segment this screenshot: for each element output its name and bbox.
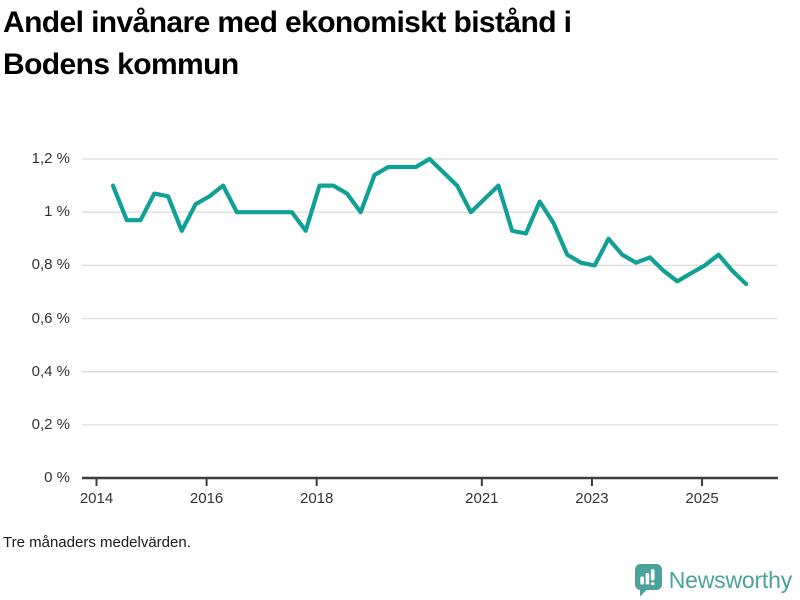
page-title-line2: Bodens kommun	[3, 48, 239, 81]
y-tick-label: 0,2 %	[31, 415, 70, 433]
x-tick-label: 2025	[685, 490, 719, 507]
logo-bubble-tail	[639, 587, 649, 596]
y-tick-label: 0,6 %	[31, 309, 70, 327]
newsworthy-logo-icon	[634, 563, 662, 596]
x-tick-label: 2018	[300, 490, 334, 507]
logo-exclamation-bar	[650, 568, 655, 580]
data-line	[110, 156, 749, 287]
page-title-line1: Andel invånare med ekonomiskt bistånd i	[3, 6, 572, 39]
logo-exclamation-dot	[650, 581, 655, 585]
page-title: Andel invånare med ekonomiskt bistånd i …	[3, 2, 783, 86]
y-tick-label: 0,8 %	[31, 256, 70, 274]
x-tick-label: 2016	[189, 490, 224, 507]
x-tick-label: 2021	[465, 490, 499, 507]
brand-name: Newsworthy	[668, 567, 792, 593]
y-tick-label: 0 %	[44, 469, 70, 486]
y-tick-label: 1,2 %	[31, 150, 70, 168]
footnote: Tre månaders medelvärden.	[3, 534, 191, 551]
logo-bar-tall	[645, 572, 649, 584]
x-tick-label: 2014	[79, 490, 114, 507]
y-tick-label: 0,4 %	[31, 362, 70, 380]
y-tick-label: 1 %	[44, 203, 70, 221]
x-tick-label: 2023	[575, 490, 609, 507]
logo-bar-small	[640, 576, 644, 584]
brand-logo: Newsworthy	[634, 562, 792, 598]
